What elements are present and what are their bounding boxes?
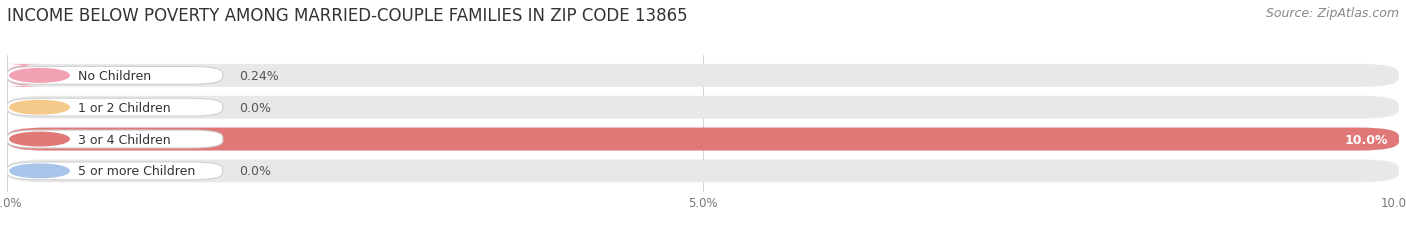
Text: 0.24%: 0.24% <box>239 70 280 82</box>
FancyBboxPatch shape <box>7 128 1399 151</box>
FancyBboxPatch shape <box>7 160 1399 182</box>
Text: Source: ZipAtlas.com: Source: ZipAtlas.com <box>1265 7 1399 20</box>
Text: 1 or 2 Children: 1 or 2 Children <box>77 101 170 114</box>
Text: 0.0%: 0.0% <box>239 165 271 178</box>
Text: No Children: No Children <box>77 70 150 82</box>
Circle shape <box>10 164 69 178</box>
Text: 5 or more Children: 5 or more Children <box>77 165 195 178</box>
FancyBboxPatch shape <box>7 67 222 85</box>
FancyBboxPatch shape <box>7 99 222 117</box>
FancyBboxPatch shape <box>7 128 1399 151</box>
Circle shape <box>10 69 69 83</box>
Text: 3 or 4 Children: 3 or 4 Children <box>77 133 170 146</box>
Text: 0.0%: 0.0% <box>239 101 271 114</box>
Text: 10.0%: 10.0% <box>1344 133 1388 146</box>
Text: INCOME BELOW POVERTY AMONG MARRIED-COUPLE FAMILIES IN ZIP CODE 13865: INCOME BELOW POVERTY AMONG MARRIED-COUPL… <box>7 7 688 25</box>
Circle shape <box>10 101 69 115</box>
Circle shape <box>10 133 69 146</box>
FancyBboxPatch shape <box>7 131 222 148</box>
FancyBboxPatch shape <box>1 65 46 88</box>
FancyBboxPatch shape <box>7 96 1399 119</box>
FancyBboxPatch shape <box>7 162 222 180</box>
FancyBboxPatch shape <box>7 65 1399 88</box>
